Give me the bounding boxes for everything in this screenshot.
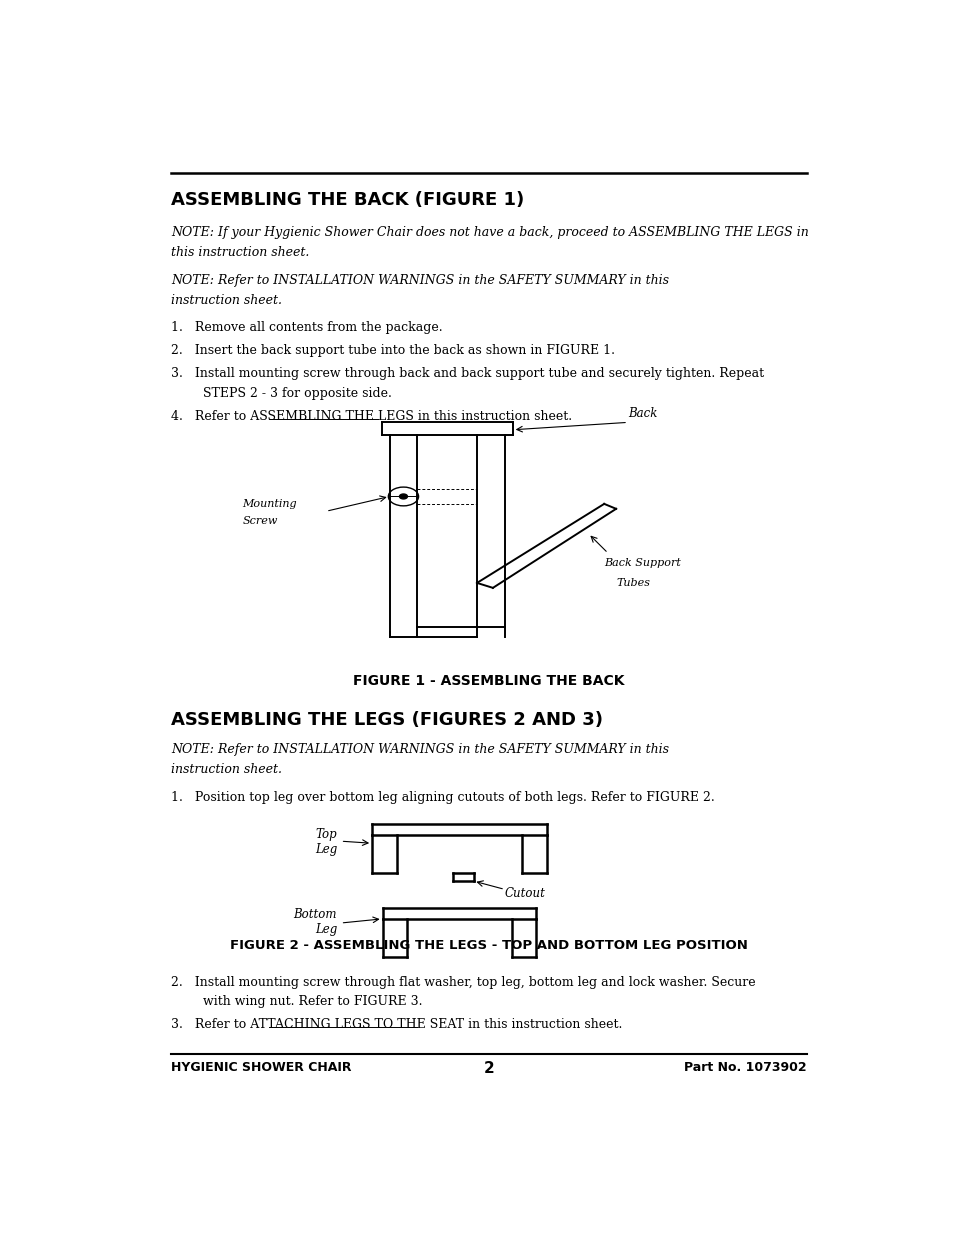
Text: Cutout: Cutout [504, 887, 545, 900]
Text: 1.   Remove all contents from the package.: 1. Remove all contents from the package. [171, 321, 442, 335]
Text: NOTE: If your Hygienic Shower Chair does not have a back, proceed to ASSEMBLING : NOTE: If your Hygienic Shower Chair does… [171, 226, 808, 240]
Text: instruction sheet.: instruction sheet. [171, 763, 282, 777]
Circle shape [399, 494, 407, 499]
Text: 1.   Position top leg over bottom leg aligning cutouts of both legs. Refer to FI: 1. Position top leg over bottom leg alig… [171, 792, 714, 804]
Text: STEPS 2 - 3 for opposite side.: STEPS 2 - 3 for opposite side. [203, 387, 392, 400]
Text: 3.   Refer to ATTACHING LEGS TO THE SEAT in this instruction sheet.: 3. Refer to ATTACHING LEGS TO THE SEAT i… [171, 1019, 621, 1031]
Text: Leg: Leg [314, 923, 336, 936]
Text: 2: 2 [483, 1061, 494, 1076]
Text: with wing nut. Refer to FIGURE 3.: with wing nut. Refer to FIGURE 3. [203, 995, 422, 1009]
Text: Back: Back [627, 406, 657, 420]
Text: NOTE: Refer to INSTALLATION WARNINGS in the SAFETY SUMMARY in this: NOTE: Refer to INSTALLATION WARNINGS in … [171, 274, 668, 287]
Text: ASSEMBLING THE LEGS (FIGURES 2 AND 3): ASSEMBLING THE LEGS (FIGURES 2 AND 3) [171, 711, 602, 729]
Text: Back Support: Back Support [603, 558, 680, 568]
Text: Bottom: Bottom [294, 908, 336, 921]
Text: HYGIENIC SHOWER CHAIR: HYGIENIC SHOWER CHAIR [171, 1061, 351, 1074]
Text: instruction sheet.: instruction sheet. [171, 294, 282, 306]
Text: 4.   Refer to ASSEMBLING THE LEGS in this instruction sheet.: 4. Refer to ASSEMBLING THE LEGS in this … [171, 410, 572, 422]
Text: 2.   Insert the back support tube into the back as shown in FIGURE 1.: 2. Insert the back support tube into the… [171, 345, 615, 357]
Text: FIGURE 1 - ASSEMBLING THE BACK: FIGURE 1 - ASSEMBLING THE BACK [353, 674, 624, 688]
Text: Part No. 1073902: Part No. 1073902 [683, 1061, 806, 1074]
Text: Top: Top [315, 829, 336, 841]
Text: Tubes: Tubes [616, 578, 649, 588]
Text: ASSEMBLING THE BACK (FIGURE 1): ASSEMBLING THE BACK (FIGURE 1) [171, 191, 524, 209]
Text: this instruction sheet.: this instruction sheet. [171, 246, 309, 259]
Text: 2.   Install mounting screw through flat washer, top leg, bottom leg and lock wa: 2. Install mounting screw through flat w… [171, 976, 755, 988]
Text: NOTE: Refer to INSTALLATION WARNINGS in the SAFETY SUMMARY in this: NOTE: Refer to INSTALLATION WARNINGS in … [171, 743, 668, 757]
Text: Mounting: Mounting [242, 499, 296, 509]
Text: FIGURE 2 - ASSEMBLING THE LEGS - TOP AND BOTTOM LEG POSITION: FIGURE 2 - ASSEMBLING THE LEGS - TOP AND… [230, 940, 747, 952]
Text: Leg: Leg [314, 844, 336, 856]
Text: 3.   Install mounting screw through back and back support tube and securely tigh: 3. Install mounting screw through back a… [171, 367, 763, 380]
Text: Screw: Screw [242, 516, 277, 526]
